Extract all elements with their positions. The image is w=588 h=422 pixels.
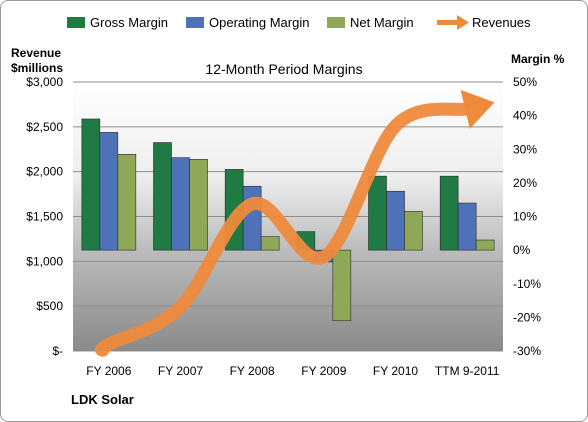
- category-labels: FY 2006 FY 2007 FY 2008 FY 2009 FY 2010 TTM 9…: [86, 364, 499, 378]
- right-axis-title: Margin %: [511, 52, 565, 66]
- left-tick-label: $-: [52, 344, 63, 358]
- category-label: FY 2007: [158, 364, 203, 378]
- category-label: FY 2008: [230, 364, 275, 378]
- bar-net-margin: [404, 211, 423, 251]
- bar-gross-margin: [81, 118, 101, 251]
- left-tick-label: $500: [36, 299, 63, 313]
- chart-title: 12-Month Period Margins: [205, 61, 362, 77]
- right-tick-label: 40%: [513, 109, 537, 123]
- category-label: FY 2006: [86, 364, 131, 378]
- legend: Gross Margin Operating Margin Net Margin…: [67, 15, 531, 30]
- right-tick-label: 20%: [513, 176, 537, 190]
- revenue-arrowhead: [460, 89, 495, 129]
- bar-net-margin: [117, 153, 137, 251]
- right-tick-label: -20%: [513, 310, 541, 324]
- legend-swatch-operating-margin: [186, 17, 204, 28]
- right-tick-label: 30%: [513, 142, 537, 156]
- bar-net-margin: [475, 239, 495, 251]
- right-tick-label: -30%: [513, 344, 541, 358]
- legend-label-net-margin: Net Margin: [350, 15, 414, 30]
- category-label: TTM 9-2011: [435, 364, 500, 378]
- left-axis-title-line1: Revenue: [11, 46, 61, 60]
- bar-operating-margin: [386, 190, 405, 251]
- gridlines: [73, 81, 503, 352]
- right-tick-label: 0%: [513, 243, 531, 257]
- bar-series: [81, 118, 495, 322]
- bar-net-margin: [260, 236, 280, 251]
- legend-swatch-gross-margin: [67, 17, 85, 28]
- category-label: FY 2010: [373, 364, 418, 378]
- right-tick-label: 50%: [513, 75, 537, 89]
- company-label: LDK Solar: [71, 392, 134, 407]
- legend-label-revenues: Revenues: [472, 15, 531, 30]
- left-tick-label: $2,000: [26, 165, 63, 179]
- left-tick-label: $3,000: [26, 75, 63, 89]
- left-tick-label: $1,500: [26, 210, 63, 224]
- right-axis-ticks: -30% -20% -10% 0% 10% 20% 30% 40% 50%: [513, 75, 541, 358]
- bar-gross-margin: [153, 142, 172, 251]
- bar-net-margin: [332, 249, 352, 322]
- left-tick-label: $2,500: [26, 120, 63, 134]
- legend-arrow-revenues: [457, 15, 469, 30]
- legend-label-gross-margin: Gross Margin: [90, 15, 168, 30]
- left-tick-label: $1,000: [26, 254, 63, 268]
- category-label: FY 2009: [301, 364, 346, 378]
- bar-operating-margin: [457, 202, 477, 251]
- bar-operating-margin: [242, 185, 262, 251]
- right-tick-label: -10%: [513, 277, 541, 291]
- revenue-line: [94, 102, 474, 357]
- legend-swatch-net-margin: [327, 17, 345, 28]
- bar-operating-margin: [99, 132, 119, 251]
- legend-label-operating-margin: Operating Margin: [209, 15, 309, 30]
- left-axis-ticks: $- $500 $1,000 $1,500 $2,000 $2,500 $3,000: [26, 75, 63, 358]
- bar-gross-margin: [439, 175, 459, 251]
- right-tick-label: 10%: [513, 210, 537, 224]
- revenue-line-layer: [94, 89, 495, 357]
- bar-net-margin: [189, 159, 208, 251]
- bar-gross-margin: [368, 175, 387, 251]
- left-axis-title-line2: $millions: [11, 61, 63, 75]
- bar-operating-margin: [171, 157, 190, 251]
